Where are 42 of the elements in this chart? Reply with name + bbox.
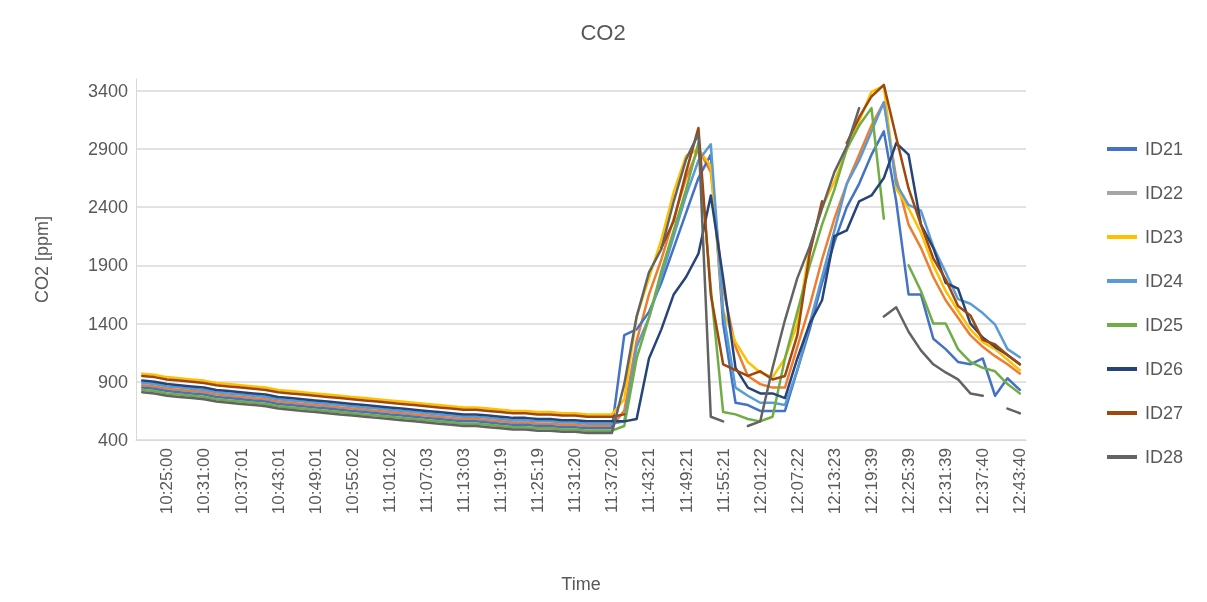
x-tick-label: 11:25:19 — [528, 448, 548, 513]
x-tick-label: 12:01:22 — [750, 448, 770, 515]
x-tick-label: 12:19:39 — [861, 448, 881, 515]
x-tick-label: 11:31:20 — [565, 448, 585, 513]
x-tick-label: 10:37:01 — [231, 448, 251, 515]
x-tick-label: 12:37:40 — [973, 448, 993, 515]
x-tick-label: 11:01:02 — [379, 448, 399, 513]
x-tick-label: 11:37:20 — [602, 448, 622, 513]
x-tick-label: 10:31:00 — [194, 448, 214, 515]
x-tick-label: 11:49:21 — [676, 448, 696, 513]
legend-label: ID28 — [1144, 447, 1184, 467]
legend-label: ID26 — [1144, 359, 1184, 379]
y-tick-label: 1400 — [87, 313, 128, 334]
x-tick-label: 12:13:23 — [824, 448, 844, 515]
legend-label: ID23 — [1144, 227, 1184, 247]
x-tick-label: 11:13:03 — [454, 448, 474, 513]
y-tick-label: 900 — [97, 371, 128, 392]
y-axis-title: CO2 [ppm] — [32, 215, 52, 304]
legend-label: ID21 — [1144, 139, 1184, 159]
x-tick-label: 12:43:40 — [1010, 448, 1030, 515]
x-tick-label: 10:55:02 — [342, 448, 362, 515]
x-axis-title: Time — [561, 574, 601, 594]
chart-title: CO2 — [580, 19, 626, 45]
legend-label: ID25 — [1144, 315, 1184, 335]
x-tick-label: 11:07:03 — [416, 448, 436, 513]
x-tick-label: 12:07:22 — [787, 448, 807, 515]
y-tick-label: 2900 — [87, 138, 128, 159]
y-tick-label: 400 — [97, 430, 128, 450]
x-tick-label: 10:49:01 — [305, 448, 325, 515]
x-tick-label: 12:31:39 — [936, 448, 956, 515]
x-tick-label: 11:55:21 — [713, 448, 733, 513]
x-tick-label: 10:43:01 — [268, 448, 288, 515]
legend-label: ID22 — [1144, 183, 1184, 203]
x-tick-label: 11:19:19 — [491, 448, 511, 513]
y-tick-label: 2400 — [87, 197, 128, 218]
y-tick-label: 1900 — [87, 255, 128, 276]
legend-label: ID24 — [1144, 271, 1184, 291]
x-tick-label: 12:25:39 — [899, 448, 919, 515]
x-tick-label: 11:43:21 — [639, 448, 659, 513]
legend-label: ID27 — [1144, 403, 1184, 423]
y-tick-label: 3400 — [87, 80, 128, 101]
x-tick-label: 10:25:00 — [157, 448, 177, 515]
